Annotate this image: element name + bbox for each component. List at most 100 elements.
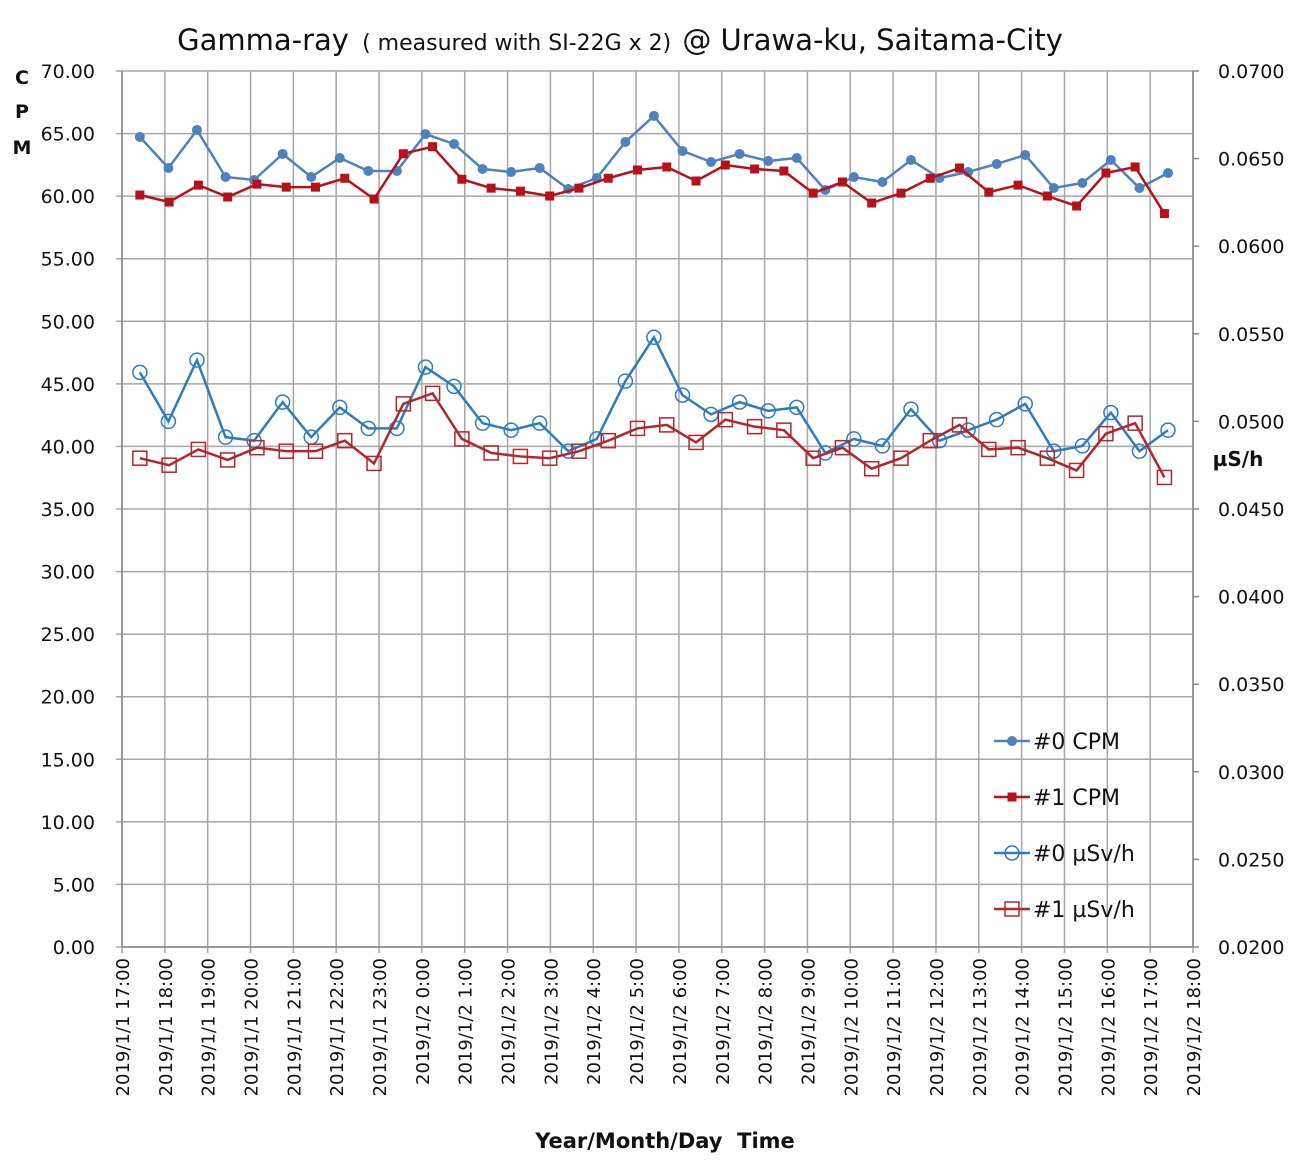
x-tick-label: 2019/1/2 14:00	[1013, 958, 1034, 1096]
data-point	[846, 431, 862, 447]
x-tick-label: 2019/1/2 13:00	[970, 958, 991, 1096]
data-point	[905, 154, 916, 165]
y-left-tick-label: 5.00	[53, 874, 95, 896]
data-point	[1074, 438, 1091, 454]
data-point	[731, 394, 748, 410]
data-point	[366, 455, 382, 472]
data-point	[1068, 462, 1085, 479]
data-point	[454, 431, 470, 447]
y-right-tick-label: 0.0650	[1218, 149, 1284, 171]
data-point	[278, 443, 294, 459]
data-point	[449, 138, 460, 149]
data-point	[477, 163, 488, 174]
x-tick-label: 2019/1/2 2:00	[499, 958, 520, 1085]
series-3	[132, 385, 1173, 486]
data-point	[360, 420, 377, 437]
y-left-tick-label: 65.00	[41, 124, 95, 146]
y-left-tick-label: 70.00	[41, 61, 95, 83]
data-point	[629, 420, 646, 437]
legend-label: #1 CPM	[1033, 786, 1120, 811]
data-point	[446, 378, 462, 395]
data-point	[922, 432, 938, 449]
data-point	[1098, 425, 1114, 442]
data-point	[534, 162, 545, 173]
data-point	[310, 182, 320, 192]
data-point	[984, 187, 994, 197]
x-axis-label: Year/Month/Day Time	[534, 1129, 795, 1153]
data-point	[734, 148, 745, 159]
data-point	[189, 352, 205, 368]
data-point	[1077, 178, 1088, 189]
y-left-label-c: C	[15, 67, 29, 89]
data-point	[417, 359, 434, 375]
x-tick-label: 2019/1/2 7:00	[713, 958, 734, 1085]
y-right-tick-label: 0.0200	[1218, 937, 1284, 959]
data-point	[306, 171, 317, 182]
data-point	[191, 124, 202, 135]
data-point	[988, 411, 1005, 428]
y-left-tick-label: 30.00	[41, 562, 95, 584]
data-point	[776, 422, 792, 438]
x-tick-label: 2019/1/2 16:00	[1098, 958, 1119, 1096]
data-point	[506, 166, 517, 177]
series-line	[138, 334, 1169, 455]
data-point	[541, 450, 558, 466]
y-left-label-m: M	[13, 137, 32, 159]
data-point	[1020, 149, 1031, 160]
data-point	[420, 129, 431, 140]
data-point	[134, 131, 145, 142]
y-left-tick-label: 20.00	[41, 687, 95, 709]
data-point	[896, 188, 906, 198]
data-point	[760, 403, 776, 419]
x-tick-label: 2019/1/1 18:00	[156, 958, 177, 1096]
data-point	[603, 173, 613, 183]
data-point	[369, 194, 379, 204]
data-point	[1072, 201, 1082, 211]
data-point	[750, 164, 760, 174]
legend: #0 CPM #1 CPM #0 µSv/h #1 µSv/h	[994, 730, 1135, 923]
y-left-tick-label: 40.00	[41, 436, 95, 458]
series-line	[139, 145, 1166, 215]
data-point	[951, 417, 968, 433]
x-tick-label: 2019/1/2 11:00	[884, 958, 905, 1096]
data-point	[867, 198, 877, 208]
data-point	[874, 438, 891, 454]
x-tick-label: 2019/1/2 17:00	[1141, 958, 1162, 1096]
data-point	[217, 429, 234, 445]
x-tick-label: 2019/1/2 6:00	[670, 958, 691, 1085]
x-tick-label: 2019/1/1 17:00	[113, 958, 134, 1096]
data-point	[834, 439, 851, 456]
title-main: Gamma-ray	[177, 23, 349, 57]
data-point	[132, 364, 148, 381]
data-point	[691, 176, 701, 186]
y-left-tick-label: 25.00	[41, 624, 95, 646]
data-point	[1131, 443, 1148, 459]
x-tick-label: 2019/1/2 10:00	[841, 958, 862, 1096]
data-point	[817, 445, 834, 461]
legend-label: #0 µSv/h	[1033, 842, 1135, 867]
data-point	[164, 197, 174, 207]
data-point	[600, 432, 616, 449]
data-point	[646, 329, 662, 346]
legend-item: #0 µSv/h	[994, 842, 1135, 867]
y-left-tick-label: 15.00	[41, 749, 95, 771]
data-point	[903, 401, 919, 417]
grid	[116, 70, 1194, 953]
data-point	[363, 165, 374, 176]
data-point	[571, 443, 587, 459]
y-left-tick-label: 45.00	[41, 374, 95, 396]
data-point	[1130, 162, 1140, 172]
legend-marker	[1007, 792, 1017, 802]
data-point	[220, 171, 231, 182]
data-point	[893, 450, 909, 466]
data-point	[337, 432, 353, 449]
x-tick-label: 2019/1/2 5:00	[627, 958, 648, 1085]
series-1	[135, 142, 1169, 219]
y-left-label-p: P	[15, 101, 29, 123]
data-point	[277, 148, 288, 159]
data-point	[340, 173, 350, 183]
x-tick-label: 2019/1/2 18:00	[1184, 958, 1205, 1096]
y-right-tick-label: 0.0550	[1218, 324, 1284, 346]
x-tick-label: 2019/1/2 3:00	[541, 958, 562, 1085]
